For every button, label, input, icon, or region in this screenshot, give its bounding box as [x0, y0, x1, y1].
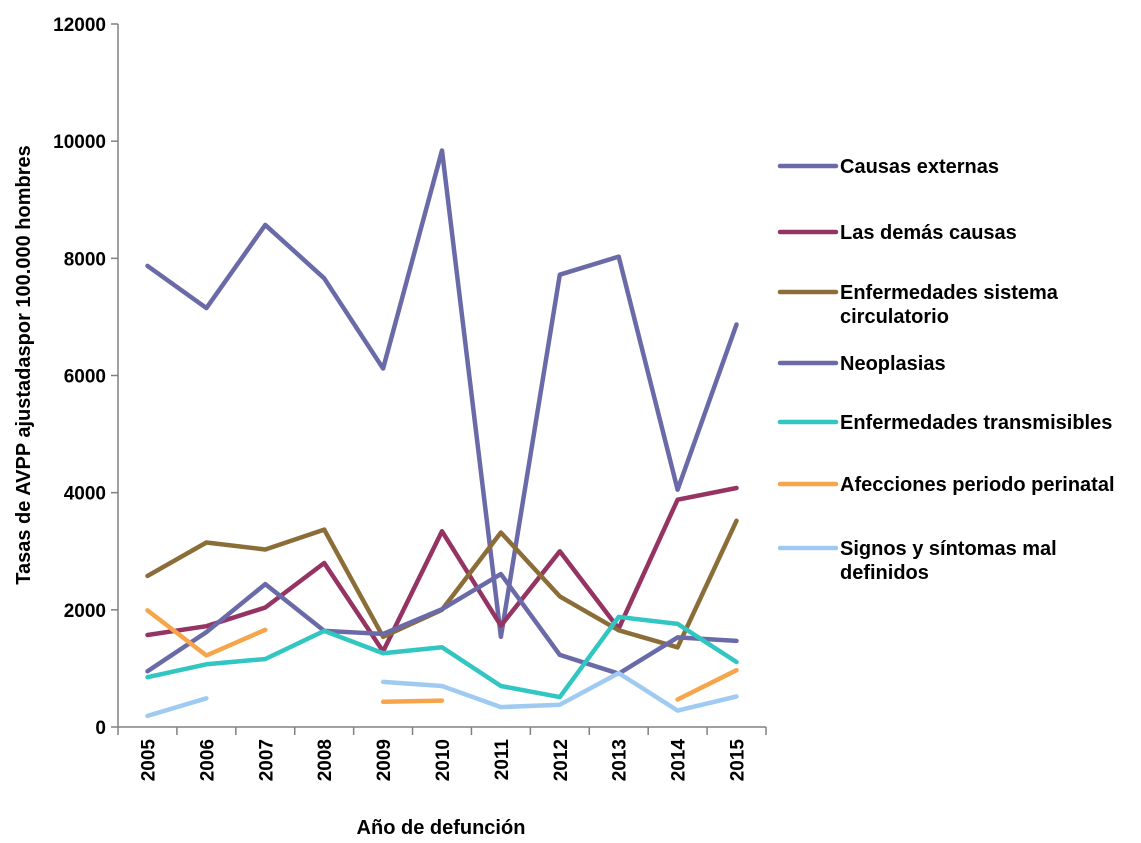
- series-segment: [380, 670, 739, 713]
- legend-label: Signos y síntomas mal definidos: [840, 538, 1057, 584]
- x-axis: 2005 2006 2007 2008 2009 2010 2011 2012 2013 2014…: [117, 726, 767, 782]
- legend-item: Neoplasias: [777, 353, 946, 375]
- legend-item: Afecciones periodo perinatal: [777, 474, 1115, 496]
- y-tick-label: 6000: [64, 367, 106, 388]
- y-tick-label: 0: [95, 718, 106, 739]
- legend-label: Causas externas: [840, 156, 999, 178]
- y-tick-label: 4000: [64, 484, 106, 505]
- y-axis-title: Tasas de AVPP ajustadaspor 100.000 hombr…: [13, 145, 35, 584]
- legend-item: Causas externas: [777, 156, 999, 178]
- series-line: [145, 148, 739, 640]
- x-tick-label: 2005: [138, 739, 159, 782]
- legend-item: Enfermedades transmisibles: [777, 412, 1112, 434]
- x-tick-label: 2006: [197, 739, 218, 781]
- y-tick-label: 8000: [64, 249, 106, 270]
- series-segment: [145, 518, 739, 650]
- legend-label: Las demás causas: [840, 222, 1017, 244]
- x-tick-label: 2008: [315, 739, 336, 781]
- x-tick-label: 2013: [610, 739, 631, 781]
- series-segment: [145, 614, 739, 700]
- legend-item: Signos y síntomas mal definidos: [777, 538, 1057, 584]
- x-tick-label: 2015: [728, 739, 749, 782]
- series-segment: [380, 698, 445, 705]
- y-tick-label: 10000: [53, 132, 106, 153]
- legend-label: Neoplasias: [840, 353, 946, 375]
- series-segment: [145, 485, 739, 654]
- x-tick-label: 2011: [492, 739, 513, 781]
- series-line: [145, 485, 739, 654]
- x-tick-label: 2007: [256, 739, 277, 781]
- legend-item: Enfermedades sistema circulatorio: [777, 282, 1059, 328]
- y-tick-label: 2000: [64, 601, 106, 622]
- series-line: [145, 518, 739, 650]
- series-segment: [145, 571, 739, 676]
- y-tick-label: 12000: [53, 15, 106, 36]
- series-segment: [145, 696, 209, 719]
- series-line: [145, 608, 739, 705]
- series-segment: [145, 148, 739, 640]
- legend-item: Las demás causas: [777, 222, 1017, 244]
- series-line: [145, 571, 739, 676]
- x-tick-label: 2012: [551, 739, 572, 781]
- legend-label: Enfermedades transmisibles: [840, 412, 1112, 434]
- legend-label: Afecciones periodo perinatal: [840, 474, 1115, 496]
- x-tick-label: 2010: [433, 739, 454, 781]
- x-tick-label: 2014: [669, 739, 690, 782]
- legend-label: Enfermedades sistema circulatorio: [840, 282, 1059, 328]
- series-line: [145, 670, 739, 719]
- series-segment: [145, 608, 268, 658]
- series-segment: [675, 667, 739, 702]
- x-axis-title: Año de defunción: [357, 817, 526, 839]
- series-layer: [145, 148, 739, 719]
- series-line: [145, 614, 739, 700]
- y-axis: 0 2000 4000 6000 8000 10000 12000: [53, 15, 119, 739]
- x-tick-label: 2009: [374, 739, 395, 781]
- legend: Causas externas Las demás causas Enfermeda…: [777, 156, 1115, 584]
